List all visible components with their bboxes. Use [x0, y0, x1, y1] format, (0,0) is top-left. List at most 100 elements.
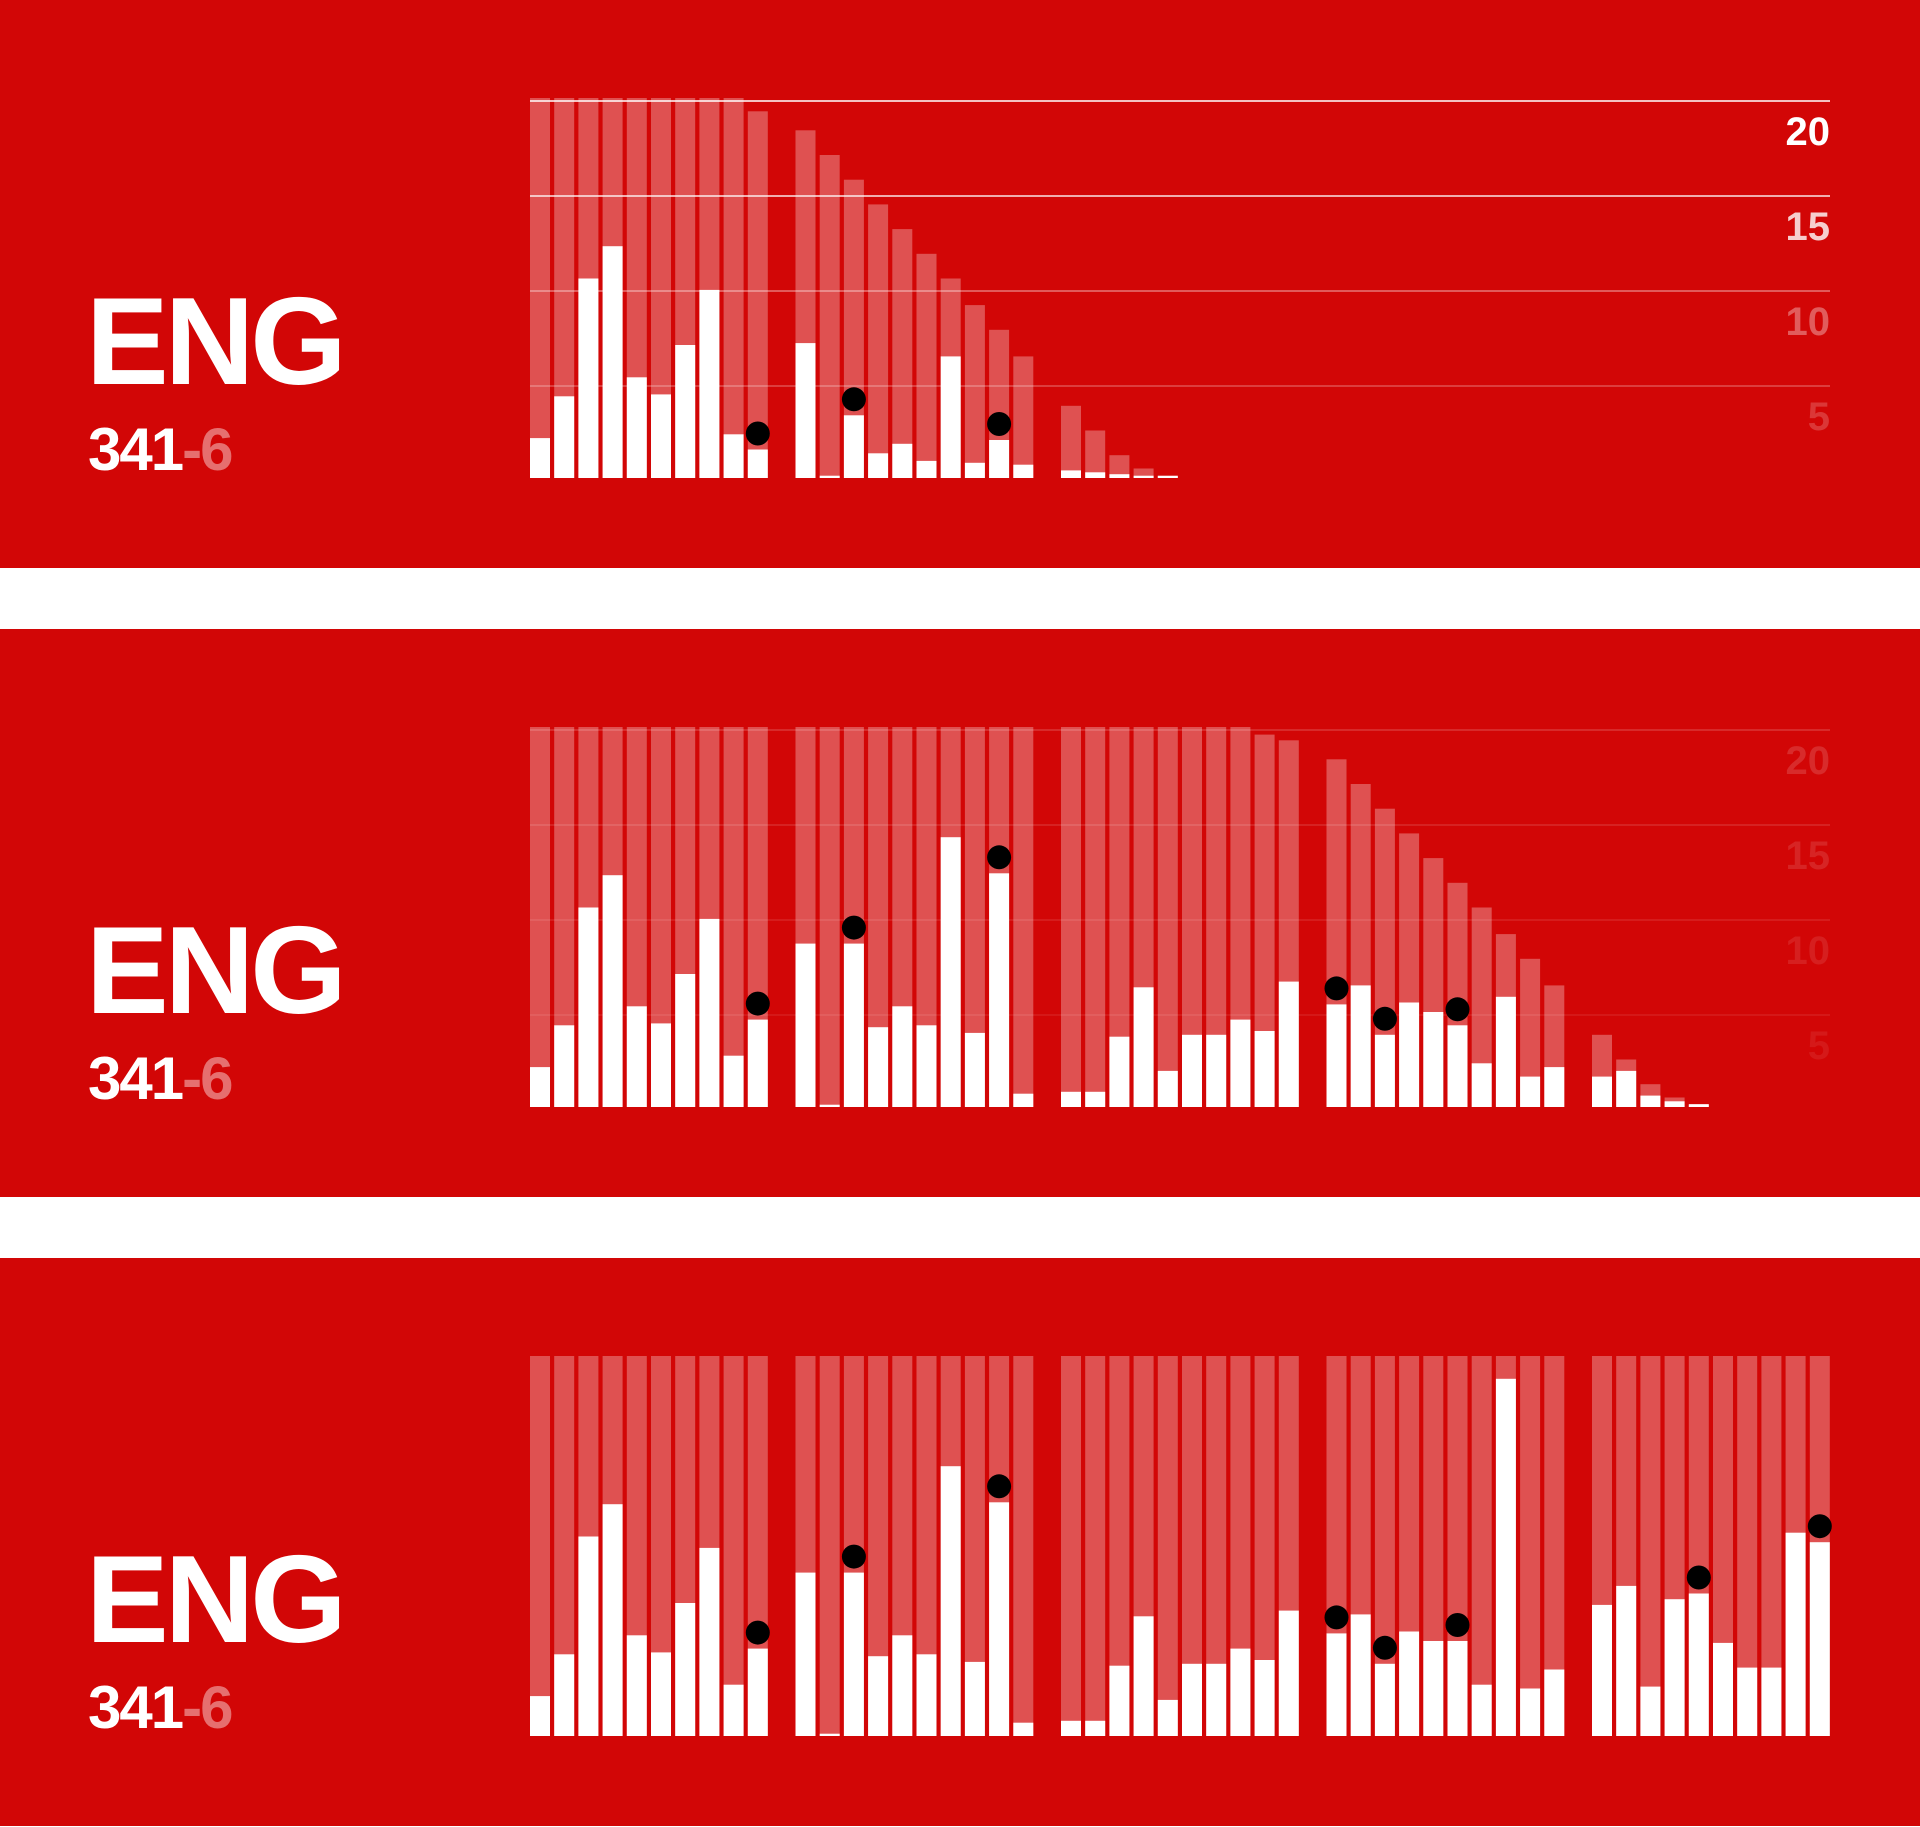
- total-bar: [1133, 468, 1154, 478]
- total-bar: [1182, 1356, 1202, 1736]
- runs-bar: [989, 440, 1010, 478]
- bars: [530, 98, 1178, 479]
- chart-panel-2: ENG 341-6 20 15 10 5: [0, 629, 1920, 1197]
- total-bar: [651, 98, 671, 478]
- total-bar: [1157, 1356, 1178, 1736]
- runs-bar: [1133, 987, 1154, 1107]
- total-bar: [1013, 356, 1034, 478]
- runs-bar: [1061, 1091, 1081, 1107]
- total-bar: [723, 98, 744, 478]
- total-bar: [1230, 1356, 1251, 1736]
- total-bar: [1520, 1356, 1541, 1736]
- runs-bar: [675, 1603, 696, 1736]
- total-bar: [651, 1356, 671, 1736]
- y-tick-label: 15: [1786, 834, 1831, 878]
- gridlines: [530, 100, 1830, 387]
- total-bar: [1061, 405, 1081, 478]
- runs-bar: [651, 1023, 671, 1107]
- runs-bar: [964, 462, 985, 478]
- y-tick-label: 10: [1786, 300, 1831, 344]
- y-tick-labels: 20 15 10 5: [1786, 110, 1831, 439]
- score-runs: 341: [88, 416, 184, 483]
- total-bar: [1761, 1356, 1782, 1736]
- y-tick-label: 20: [1786, 739, 1831, 783]
- total-bar: [916, 727, 937, 1107]
- runs-bar: [1085, 1091, 1106, 1107]
- runs-bar: [602, 246, 623, 478]
- runs-bar: [1688, 1104, 1709, 1107]
- runs-bar: [1520, 1076, 1541, 1107]
- wicket-marker: [1686, 1565, 1711, 1590]
- runs-bar: [723, 1684, 744, 1736]
- runs-bar: [1447, 1025, 1468, 1107]
- runs-bar: [819, 1104, 840, 1107]
- runs-bar: [940, 837, 961, 1107]
- runs-bar: [989, 1502, 1010, 1736]
- runs-bar: [868, 1656, 889, 1736]
- total-bar: [1013, 727, 1034, 1107]
- runs-bar: [892, 1635, 913, 1736]
- wicket-marker: [1324, 1605, 1349, 1630]
- total-bar: [1206, 727, 1227, 1107]
- runs-bar: [1592, 1076, 1612, 1107]
- runs-bar: [747, 1019, 768, 1107]
- team-score: 341-6: [88, 1678, 233, 1738]
- total-bar: [1254, 1356, 1275, 1736]
- total-bar: [819, 155, 840, 478]
- runs-bar: [699, 918, 720, 1107]
- runs-bar: [723, 1055, 744, 1107]
- score-wickets: -6: [182, 416, 233, 483]
- runs-bar: [651, 1652, 671, 1736]
- wicket-marker: [987, 845, 1012, 870]
- total-bar: [964, 305, 985, 478]
- over-bar-chart: [530, 1356, 1832, 1736]
- total-bar: [723, 727, 744, 1107]
- total-bar: [554, 727, 575, 1107]
- runs-bar: [675, 974, 696, 1107]
- runs-bar: [1737, 1667, 1758, 1736]
- total-bar: [554, 1356, 575, 1736]
- score-runs: 341: [88, 1045, 184, 1112]
- runs-bar: [554, 396, 575, 478]
- y-tick-labels: 20 15 10 5: [1786, 739, 1831, 1068]
- total-bar: [530, 1356, 550, 1736]
- runs-bar: [1423, 1012, 1444, 1107]
- runs-bar: [1133, 1616, 1154, 1736]
- runs-bar: [1254, 1031, 1275, 1107]
- wicket-marker: [841, 915, 866, 940]
- runs-bar: [1399, 1002, 1420, 1107]
- runs-bar: [626, 1006, 647, 1107]
- runs-bar: [795, 1572, 816, 1736]
- wicket-marker: [1372, 1006, 1397, 1031]
- runs-bar: [795, 943, 816, 1107]
- total-bar: [1520, 958, 1541, 1107]
- runs-bar: [843, 1572, 864, 1736]
- wicket-marker: [745, 1620, 770, 1645]
- runs-bar: [1592, 1604, 1612, 1736]
- wicket-markers: [745, 1474, 1832, 1660]
- runs-bar: [1254, 1660, 1275, 1736]
- total-bar: [819, 1356, 840, 1736]
- chart-panel-1: ENG 341-6 20 15 10 5: [0, 0, 1920, 568]
- score-wickets: -6: [182, 1045, 233, 1112]
- runs-bar: [892, 1006, 913, 1107]
- total-bar: [1061, 1356, 1081, 1736]
- wicket-marker: [1372, 1635, 1397, 1660]
- total-bar: [1157, 727, 1178, 1107]
- runs-bar: [1206, 1034, 1227, 1107]
- runs-bar: [626, 377, 647, 478]
- runs-bar: [1447, 1641, 1468, 1736]
- total-bar: [1471, 907, 1492, 1107]
- bars: [530, 727, 1709, 1107]
- wicket-marker: [841, 387, 866, 412]
- total-bar: [819, 727, 840, 1107]
- runs-bar: [1278, 1610, 1299, 1736]
- bars: [530, 1356, 1830, 1736]
- runs-bar: [916, 1025, 937, 1107]
- total-bar: [530, 98, 550, 478]
- runs-bar: [1157, 1699, 1178, 1736]
- runs-bar: [916, 460, 937, 478]
- chart-panel-3: ENG 341-6: [0, 1258, 1920, 1826]
- team-name: ENG: [86, 1531, 347, 1669]
- over-bar-chart: 20 15 10 5: [530, 98, 1831, 479]
